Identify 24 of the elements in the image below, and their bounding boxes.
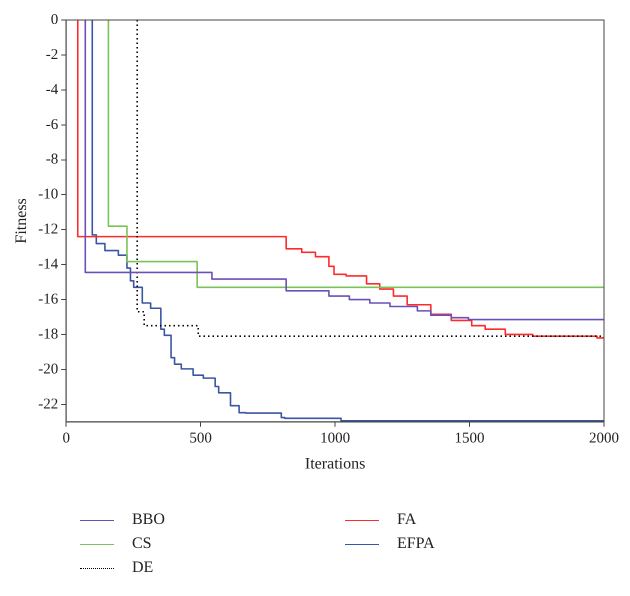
legend-label: BBO [132,511,165,529]
x-tick-label: 1500 [454,430,485,447]
y-axis-title: Fitness [12,198,30,244]
x-axis-title: Iterations [304,456,366,473]
x-tick-label: 0 [62,430,70,447]
legend-label: CS [132,535,152,553]
y-tick-label: 0 [50,12,58,28]
y-tick-label: -6 [46,116,59,133]
y-tick-label: -2 [46,46,58,63]
x-tick-label: 1000 [320,430,350,447]
y-tick-label: -14 [38,256,59,273]
legend-label: DE [132,559,154,577]
y-tick-label: -10 [38,186,58,203]
y-tick-label: -18 [38,326,58,342]
y-tick-label: -20 [38,361,58,378]
y-tick-label: -22 [38,396,58,412]
x-tick-label: 2000 [589,430,619,447]
legend-label: FA [397,511,416,529]
legend-label: EFPA [397,535,435,553]
x-tick-label: 500 [189,430,212,447]
y-tick-label: -16 [38,291,59,308]
y-tick-label: -12 [38,222,58,238]
y-tick-label: -4 [46,82,59,98]
y-tick-label: -8 [46,152,58,168]
